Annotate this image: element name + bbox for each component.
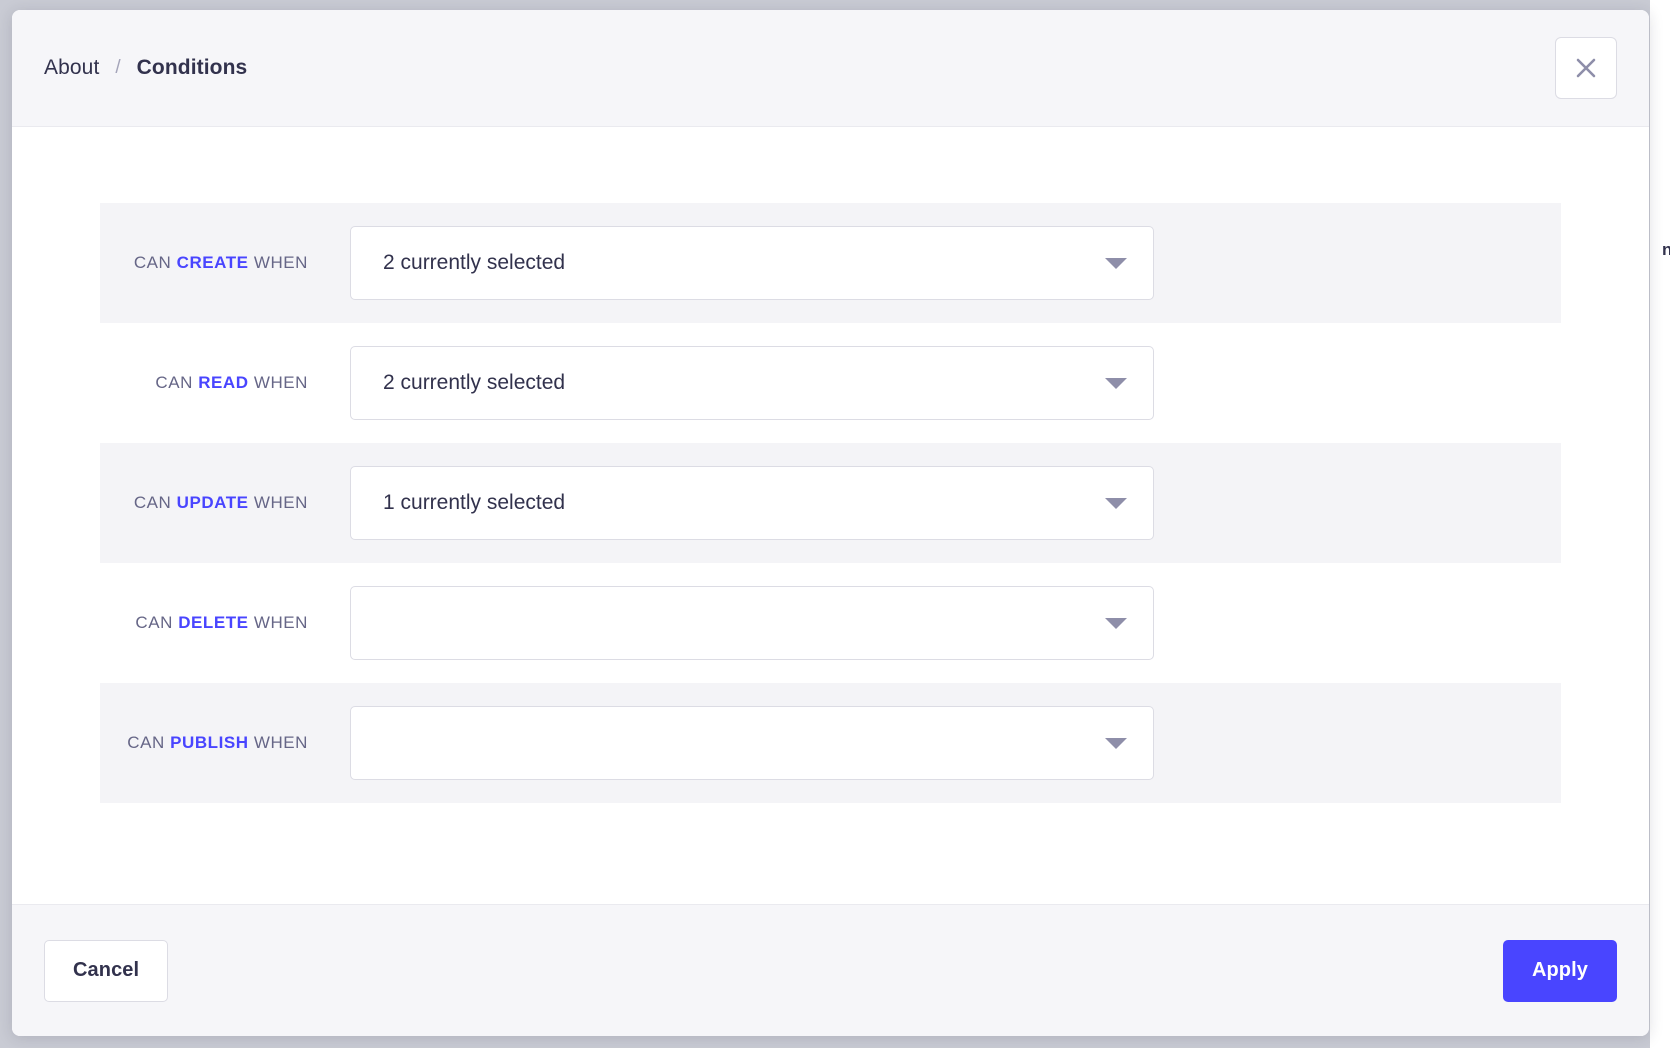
condition-action-name: UPDATE <box>176 493 249 512</box>
condition-label-update: CAN UPDATE WHEN <box>100 493 350 513</box>
breadcrumb-separator: / <box>115 57 121 78</box>
condition-row-update: CAN UPDATE WHEN 1 currently selected <box>100 443 1561 563</box>
close-button[interactable] <box>1555 37 1617 99</box>
chevron-down-icon <box>1105 497 1127 509</box>
apply-button[interactable]: Apply <box>1502 939 1617 1002</box>
condition-row-delete: CAN DELETE WHEN <box>100 563 1561 683</box>
condition-label-prefix: CAN <box>127 733 165 752</box>
condition-select-update[interactable]: 1 currently selected <box>350 466 1154 540</box>
breadcrumb-item-about[interactable]: About <box>44 56 100 79</box>
condition-row-publish: CAN PUBLISH WHEN <box>100 683 1561 803</box>
condition-label-prefix: CAN <box>155 373 193 392</box>
condition-row-create: CAN CREATE WHEN 2 currently selected <box>100 203 1561 323</box>
condition-label-create: CAN CREATE WHEN <box>100 253 350 273</box>
condition-select-publish[interactable] <box>350 706 1154 780</box>
breadcrumb: About / Conditions <box>44 56 247 80</box>
conditions-list: CAN CREATE WHEN 2 currently selected CAN… <box>100 203 1561 803</box>
conditions-modal: About / Conditions CAN CREATE WHEN 2 cur… <box>12 10 1649 1036</box>
condition-label-prefix: CAN <box>133 493 172 512</box>
condition-select-value: 2 currently selected <box>383 371 566 394</box>
condition-action-name: READ <box>198 373 249 392</box>
condition-label-prefix: CAN <box>135 613 173 632</box>
condition-label-publish: CAN PUBLISH WHEN <box>100 733 350 753</box>
condition-row-read: CAN READ WHEN 2 currently selected <box>100 323 1561 443</box>
chevron-down-icon <box>1105 257 1127 269</box>
modal-body: CAN CREATE WHEN 2 currently selected CAN… <box>12 127 1649 904</box>
close-icon <box>1575 57 1597 79</box>
cancel-button[interactable]: Cancel <box>44 939 169 1002</box>
chevron-down-icon <box>1105 617 1127 629</box>
background-page-clipped-text: n <box>1662 240 1670 259</box>
condition-label-delete: CAN DELETE WHEN <box>100 613 350 633</box>
condition-label-suffix: WHEN <box>253 493 308 512</box>
modal-footer: Cancel Apply <box>12 904 1649 1036</box>
condition-label-prefix: CAN <box>133 253 172 272</box>
condition-action-name: PUBLISH <box>170 733 249 752</box>
chevron-down-icon <box>1105 377 1127 389</box>
condition-select-delete[interactable] <box>350 586 1154 660</box>
breadcrumb-item-conditions: Conditions <box>136 56 248 79</box>
background-page <box>1650 0 1672 1048</box>
condition-label-suffix: WHEN <box>253 613 308 632</box>
condition-label-suffix: WHEN <box>253 253 308 272</box>
chevron-down-icon <box>1105 737 1127 749</box>
condition-select-value: 1 currently selected <box>383 491 566 514</box>
condition-label-suffix: WHEN <box>253 373 308 392</box>
condition-action-name: DELETE <box>178 613 249 632</box>
condition-label-suffix: WHEN <box>253 733 308 752</box>
modal-header: About / Conditions <box>12 10 1649 127</box>
condition-label-read: CAN READ WHEN <box>100 373 350 393</box>
condition-action-name: CREATE <box>176 253 249 272</box>
condition-select-value: 2 currently selected <box>383 251 566 274</box>
condition-select-create[interactable]: 2 currently selected <box>350 226 1154 300</box>
condition-select-read[interactable]: 2 currently selected <box>350 346 1154 420</box>
